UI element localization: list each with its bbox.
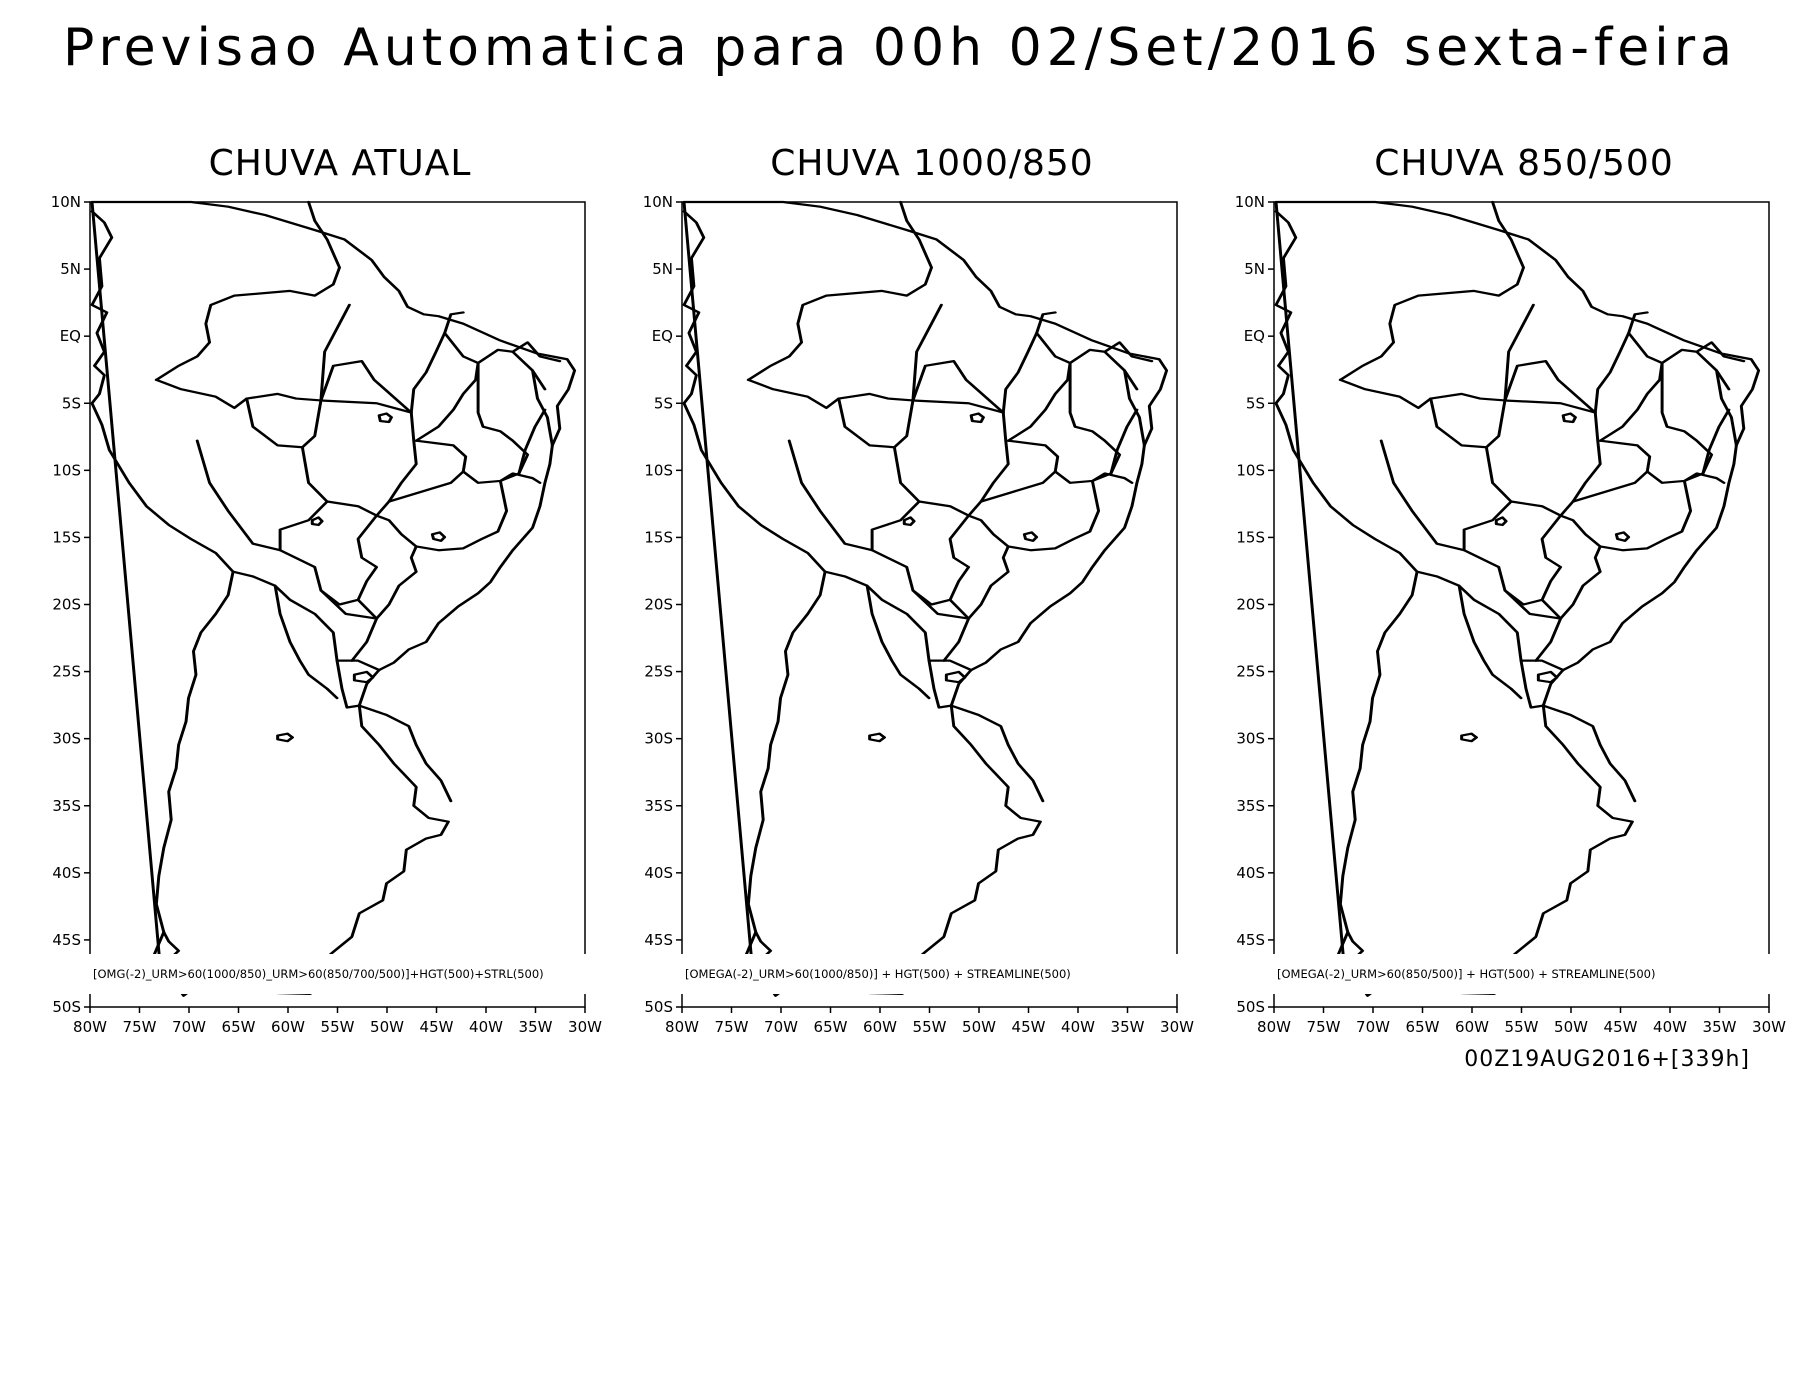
- map-outline: [1274, 200, 1761, 998]
- lon-label: 75W: [123, 1018, 157, 1036]
- lat-label: 45S: [644, 931, 673, 949]
- lat-label: 40S: [52, 864, 81, 882]
- lat-label: 50S: [644, 998, 673, 1016]
- lon-label: 60W: [1455, 1018, 1489, 1036]
- lat-label: 20S: [52, 596, 81, 614]
- lon-label: 45W: [1012, 1018, 1046, 1036]
- lat-label: 5S: [1246, 394, 1265, 412]
- lat-label: 30S: [644, 730, 673, 748]
- lat-label: 35S: [52, 797, 81, 815]
- lon-label: 65W: [814, 1018, 848, 1036]
- lon-label: 45W: [420, 1018, 454, 1036]
- lon-label: 50W: [962, 1018, 996, 1036]
- annotation-box: [678, 954, 1181, 994]
- lon-label: 30W: [1160, 1018, 1194, 1036]
- panel-annotation: [OMEGA(-2)_URM>60(1000/850)] + HGT(500) …: [685, 967, 1071, 981]
- page-title: Previsao Automatica para 00h 02/Set/2016…: [63, 18, 1737, 78]
- lon-label: 70W: [764, 1018, 798, 1036]
- lat-label: 5S: [62, 394, 81, 412]
- lon-label: 70W: [172, 1018, 206, 1036]
- lat-label: 20S: [1236, 596, 1265, 614]
- run-info-label: 00Z19AUG2016+[339h]: [1464, 1047, 1750, 1072]
- lon-label: 40W: [469, 1018, 503, 1036]
- lon-label: 60W: [271, 1018, 305, 1036]
- lat-label: 40S: [1236, 864, 1265, 882]
- lon-label: 65W: [1406, 1018, 1440, 1036]
- lat-label: 25S: [52, 663, 81, 681]
- lat-label: 10S: [1236, 461, 1265, 479]
- lat-label: 25S: [644, 663, 673, 681]
- lon-label: 50W: [370, 1018, 404, 1036]
- lat-label: 5S: [654, 394, 673, 412]
- lat-label: 25S: [1236, 663, 1265, 681]
- lon-label: 40W: [1653, 1018, 1687, 1036]
- lat-label: 50S: [52, 998, 81, 1016]
- lat-label: 15S: [644, 528, 673, 546]
- lon-label: 50W: [1554, 1018, 1588, 1036]
- lat-label: 15S: [1236, 528, 1265, 546]
- lat-label: 10N: [51, 193, 81, 211]
- lon-label: 30W: [1752, 1018, 1786, 1036]
- lat-label: 40S: [644, 864, 673, 882]
- lon-label: 80W: [1257, 1018, 1291, 1036]
- lon-label: 45W: [1604, 1018, 1638, 1036]
- lat-label: 5N: [1244, 260, 1265, 278]
- lat-label: 50S: [1236, 998, 1265, 1016]
- lat-label: 10N: [1235, 193, 1265, 211]
- lon-label: 35W: [1703, 1018, 1737, 1036]
- lat-label: 10S: [52, 461, 81, 479]
- annotation-box: [86, 954, 589, 994]
- lat-label: 35S: [1236, 797, 1265, 815]
- panel-annotation: [OMEGA(-2)_URM>60(850/500)] + HGT(500) +…: [1277, 967, 1655, 981]
- lat-label: EQ: [1244, 327, 1265, 345]
- panel-title-2: CHUVA 1000/850: [770, 143, 1094, 184]
- map-panel-2: [OMEGA(-2)_URM>60(1000/850)] + HGT(500) …: [643, 193, 1194, 1036]
- map-panel-3: [OMEGA(-2)_URM>60(850/500)] + HGT(500) +…: [1235, 193, 1786, 1036]
- lon-label: 65W: [222, 1018, 256, 1036]
- map-outline: [682, 200, 1169, 998]
- lon-label: 35W: [519, 1018, 553, 1036]
- lat-label: EQ: [652, 327, 673, 345]
- panel-title-1: CHUVA ATUAL: [208, 143, 472, 184]
- lon-label: 55W: [913, 1018, 947, 1036]
- lat-label: 15S: [52, 528, 81, 546]
- lon-label: 35W: [1111, 1018, 1145, 1036]
- lat-label: 30S: [52, 730, 81, 748]
- lat-label: 30S: [1236, 730, 1265, 748]
- lat-label: 5N: [60, 260, 81, 278]
- lon-label: 70W: [1356, 1018, 1390, 1036]
- lon-label: 80W: [665, 1018, 699, 1036]
- panel-annotation: [OMG(-2)_URM>60(1000/850)_URM>60(850/700…: [93, 967, 544, 981]
- lon-label: 55W: [321, 1018, 355, 1036]
- lon-label: 80W: [73, 1018, 107, 1036]
- lat-label: 10N: [643, 193, 673, 211]
- lon-label: 30W: [568, 1018, 602, 1036]
- map-outline: [90, 200, 577, 998]
- annotation-box: [1270, 954, 1773, 994]
- lon-label: 40W: [1061, 1018, 1095, 1036]
- lat-label: 45S: [52, 931, 81, 949]
- lon-label: 60W: [863, 1018, 897, 1036]
- lon-label: 55W: [1505, 1018, 1539, 1036]
- lat-label: 20S: [644, 596, 673, 614]
- lat-label: 10S: [644, 461, 673, 479]
- lat-label: EQ: [60, 327, 81, 345]
- map-panel-1: [OMG(-2)_URM>60(1000/850)_URM>60(850/700…: [51, 193, 602, 1036]
- lon-label: 75W: [715, 1018, 749, 1036]
- lat-label: 35S: [644, 797, 673, 815]
- lat-label: 45S: [1236, 931, 1265, 949]
- panel-title-3: CHUVA 850/500: [1374, 143, 1674, 184]
- lat-label: 5N: [652, 260, 673, 278]
- lon-label: 75W: [1307, 1018, 1341, 1036]
